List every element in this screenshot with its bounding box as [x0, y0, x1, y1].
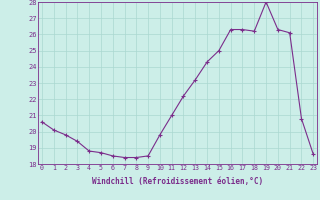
X-axis label: Windchill (Refroidissement éolien,°C): Windchill (Refroidissement éolien,°C) — [92, 177, 263, 186]
